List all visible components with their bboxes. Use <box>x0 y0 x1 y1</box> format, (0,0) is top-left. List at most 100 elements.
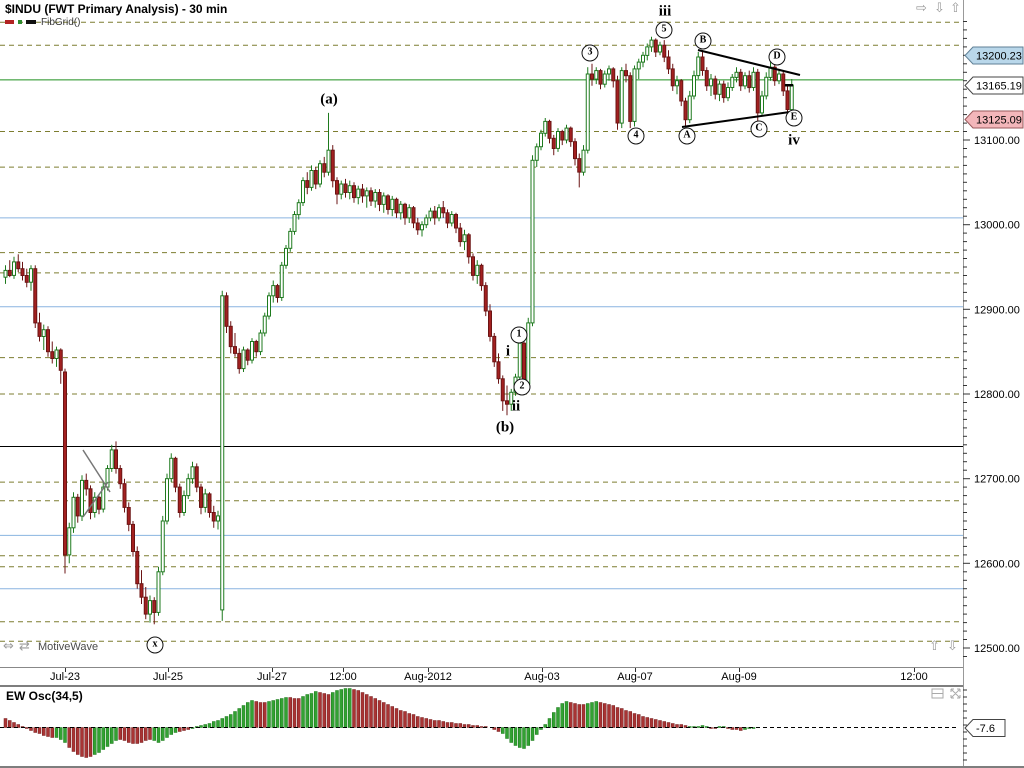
candle-body <box>207 493 212 513</box>
candle-body <box>3 269 8 278</box>
candle-body <box>203 493 208 508</box>
osc-bar <box>420 717 424 728</box>
osc-bar <box>50 727 54 738</box>
candle-body <box>101 486 106 510</box>
candle-body <box>636 61 641 70</box>
bottom-border <box>0 766 1024 768</box>
candle-body <box>577 158 582 173</box>
candle-body <box>751 71 756 89</box>
osc-bar <box>284 697 288 728</box>
candle-body <box>165 478 169 522</box>
close-panel-icon[interactable] <box>949 688 962 699</box>
candle-body <box>326 149 331 173</box>
osc-bar <box>122 727 127 741</box>
candle-body <box>641 54 645 63</box>
pan-down-icon[interactable]: ⇩ <box>934 1 945 16</box>
osc-bar <box>331 692 335 728</box>
osc-bar <box>250 700 254 728</box>
candle-body <box>169 457 174 480</box>
scroll-up-icon[interactable]: ⇧ <box>929 639 940 654</box>
candle-body <box>743 75 747 87</box>
candle-body <box>373 192 378 202</box>
osc-bar <box>348 688 352 728</box>
candle-body <box>777 73 781 82</box>
candle-body <box>173 457 178 488</box>
candle-body <box>356 188 361 199</box>
osc-bar <box>437 720 441 728</box>
oscillator-canvas[interactable] <box>0 687 963 766</box>
candle-body <box>543 120 548 134</box>
osc-bar <box>594 701 598 728</box>
osc-bar <box>199 725 203 728</box>
price-chart-canvas[interactable] <box>0 0 963 667</box>
osc-bar <box>620 708 624 728</box>
pan-up-icon[interactable]: ⇧ <box>950 1 961 16</box>
candle-body <box>615 80 620 124</box>
time-label: Aug-09 <box>721 671 757 683</box>
candle-body <box>190 466 195 480</box>
candle-body <box>237 352 242 370</box>
time-tick <box>168 668 169 672</box>
price-tag-text: -7.6 <box>976 723 995 735</box>
price-tag <box>964 719 1006 737</box>
osc-bar <box>301 696 305 728</box>
legend-swatch-red <box>5 20 14 24</box>
osc-bar <box>394 708 399 728</box>
osc-bar <box>513 727 518 746</box>
candle-body <box>764 76 769 97</box>
osc-bar <box>560 703 564 728</box>
osc-bar <box>666 722 671 728</box>
pan-right-icon[interactable]: ⇨ <box>916 1 927 16</box>
osc-bar <box>552 712 556 728</box>
candle-body <box>428 210 433 219</box>
price-label: 12800.00 <box>974 389 1020 401</box>
osc-bar <box>76 727 80 755</box>
time-axis[interactable]: Jul-23 Jul-25 Jul-27 12:00 Aug-2012 Aug-03 Aug… <box>0 667 1024 686</box>
candle-body <box>653 39 658 53</box>
split-panel-icon[interactable] <box>931 688 944 699</box>
candle-body <box>547 120 552 139</box>
osc-bar <box>717 726 722 728</box>
candle-body <box>492 335 497 363</box>
candle-body <box>454 214 458 229</box>
candle-body <box>611 68 616 82</box>
candle-body <box>279 264 284 298</box>
time-tick <box>914 668 915 672</box>
fibgrid-legend[interactable]: FibGrid() <box>5 15 80 29</box>
osc-bar <box>530 727 535 741</box>
osc-bar <box>25 727 29 729</box>
candle-body <box>182 495 186 514</box>
osc-bar <box>207 723 212 728</box>
compress-horizontal-icon[interactable]: ⇄ <box>19 639 30 654</box>
candle-body <box>475 264 480 276</box>
osc-bar <box>360 692 365 728</box>
candle-body <box>602 73 607 85</box>
candle-body <box>679 80 684 102</box>
osc-bar <box>739 727 743 731</box>
scroll-horizontal-icon[interactable]: ⇔ <box>3 639 14 654</box>
panel-divider[interactable] <box>0 685 1024 687</box>
candle-body <box>12 261 16 276</box>
osc-bar <box>54 727 59 738</box>
candle-body <box>466 234 471 258</box>
osc-bar <box>288 697 292 728</box>
osc-bar <box>369 696 373 728</box>
osc-bar <box>114 727 118 741</box>
candle-body <box>594 70 599 80</box>
price-tag-text: 13200.23 <box>976 51 1022 63</box>
candle-body <box>296 202 301 216</box>
osc-bar <box>352 689 356 728</box>
osc-bar <box>564 701 569 728</box>
osc-bar <box>373 698 377 728</box>
candle-body <box>717 83 722 95</box>
osc-bar <box>377 700 382 728</box>
price-axis[interactable]: 13100.00 13000.00 12900.00 12800.00 12700.00… <box>963 0 1024 768</box>
candle-body <box>390 198 395 211</box>
candle-body <box>160 520 165 573</box>
osc-bar <box>586 703 590 728</box>
candle-body <box>522 342 526 385</box>
candle-body <box>177 486 182 514</box>
time-tick <box>542 668 543 672</box>
osc-bar <box>118 727 122 740</box>
scroll-down-icon[interactable]: ⇩ <box>947 639 958 654</box>
